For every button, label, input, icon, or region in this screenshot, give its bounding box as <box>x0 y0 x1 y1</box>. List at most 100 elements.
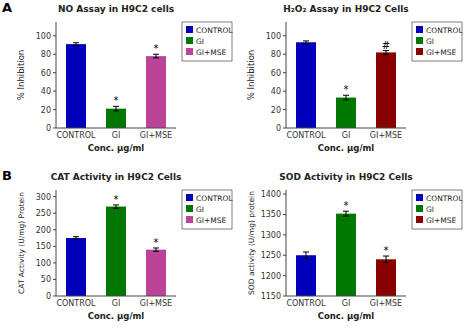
bar <box>296 42 316 128</box>
y-tick-label: 0 <box>46 124 51 133</box>
subplot: CAT Activity in H9C2 Cells05010015020025… <box>17 172 233 321</box>
bar <box>336 98 356 128</box>
legend: CONTROLGIGI+MSE <box>412 190 463 229</box>
y-tick-label: 40 <box>41 87 51 96</box>
legend-label: CONTROL <box>196 194 233 203</box>
subplot: H₂O₂ Assay in H9C2 Cells020406080100CONT… <box>246 4 463 153</box>
marks <box>66 43 166 128</box>
y-tick <box>283 35 286 36</box>
y-tick-label: 1400 <box>261 190 281 199</box>
panel-label: A <box>2 0 12 15</box>
legend-swatch <box>186 216 193 223</box>
error-line <box>156 54 157 58</box>
marks <box>296 41 396 128</box>
y-tick <box>53 229 56 230</box>
marks <box>66 205 166 296</box>
x-axis-label: Conc. μg/ml <box>88 311 145 321</box>
y-axis-line <box>56 190 57 296</box>
annotation: * <box>114 194 119 205</box>
y-tick <box>53 35 56 36</box>
error-cap <box>153 251 159 252</box>
subplot: SOD Activity in H9C2 Cells11501200125013… <box>247 172 463 321</box>
y-tick-label: 50 <box>41 275 51 284</box>
y-tick <box>53 262 56 263</box>
error-bar <box>73 43 79 46</box>
x-tick-label: GI <box>112 131 121 140</box>
annotation: * <box>344 200 349 211</box>
y-tick <box>283 296 286 297</box>
y-tick <box>53 213 56 214</box>
bar <box>146 250 166 296</box>
x-tick-label: GI <box>342 299 351 308</box>
error-line <box>346 95 347 100</box>
error-cap <box>153 57 159 58</box>
y-axis-label: % Inhibition <box>16 50 26 100</box>
y-axis-line <box>286 190 287 296</box>
bar <box>106 109 126 128</box>
error-cap <box>73 236 79 237</box>
x-tick-label: GI <box>112 299 121 308</box>
legend-label: GI+MSE <box>196 216 227 225</box>
annotation: * <box>384 245 389 256</box>
error-bar <box>383 256 389 263</box>
error-cap <box>303 40 309 41</box>
subplot: NO Assay in H9C2 cells020406080100CONTRO… <box>16 4 233 153</box>
y-tick-label: 1350 <box>261 210 281 219</box>
panel-label: B <box>2 168 12 183</box>
error-bar <box>383 51 389 55</box>
y-tick-label: 100 <box>266 32 281 41</box>
title: CAT Activity in H9C2 Cells <box>51 172 182 182</box>
x-axis-label: Conc. μg/ml <box>318 311 375 321</box>
annotation: * <box>154 237 159 248</box>
bar <box>146 56 166 128</box>
legend-swatch <box>186 37 193 44</box>
error-cap <box>383 262 389 263</box>
x-tick-label: GI <box>342 131 351 140</box>
legend-label: CONTROL <box>426 194 463 203</box>
bar <box>296 255 316 296</box>
y-tick <box>283 54 286 55</box>
legend-swatch <box>186 26 193 33</box>
x-tick-label: GI+MSE <box>370 299 402 308</box>
error-line <box>386 51 387 55</box>
y-tick-label: 1300 <box>261 231 281 240</box>
y-tick-label: 80 <box>271 50 281 59</box>
y-axis-label: SOD activity (U/mg) protein <box>247 191 256 295</box>
y-tick-label: 150 <box>36 242 51 251</box>
title: NO Assay in H9C2 cells <box>58 4 174 14</box>
x-axis-line <box>286 128 406 129</box>
error-line <box>306 252 307 259</box>
title: H₂O₂ Assay in H9C2 Cells <box>283 4 408 14</box>
error-cap <box>113 208 119 209</box>
legend-label: CONTROL <box>426 26 463 35</box>
legend: CONTROL GI GI+MSE <box>182 190 233 229</box>
x-tick-label: CONTROL <box>286 131 326 140</box>
legend-swatch <box>416 194 423 201</box>
legend: CONTROLGIGI+MSE <box>182 22 233 61</box>
legend-label: GI <box>196 205 204 214</box>
y-tick <box>283 194 286 195</box>
y-tick <box>53 246 56 247</box>
legend-label: GI <box>426 37 434 46</box>
y-tick <box>53 54 56 55</box>
legend-swatch <box>416 205 423 212</box>
error-bar <box>343 211 349 216</box>
x-tick-label: GI+MSE <box>140 131 172 140</box>
legend-swatch <box>416 37 423 44</box>
y-tick-label: 1200 <box>261 272 281 281</box>
error-line <box>116 106 117 111</box>
error-cap <box>303 43 309 44</box>
x-axis-line <box>286 296 406 297</box>
error-bar <box>113 205 119 208</box>
error-bar <box>73 237 79 240</box>
y-tick-label: 0 <box>276 124 281 133</box>
x-tick-label: GI+MSE <box>370 131 402 140</box>
y-tick <box>53 109 56 110</box>
legend-label: CONTROL <box>196 26 233 35</box>
legend-swatch <box>186 205 193 212</box>
y-tick-label: 20 <box>41 106 51 115</box>
error-bar <box>303 41 309 44</box>
y-tick-label: 60 <box>41 69 51 78</box>
y-tick <box>283 214 286 215</box>
legend-label: GI+MSE <box>426 216 457 225</box>
